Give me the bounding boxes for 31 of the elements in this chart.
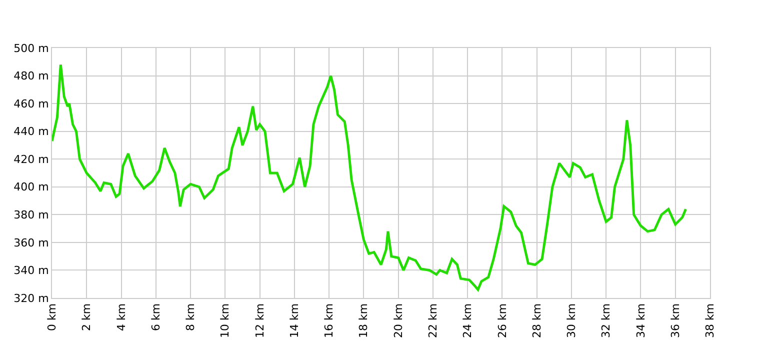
y-tick-label: 420 m (14, 152, 49, 166)
y-tick-label: 340 m (14, 264, 49, 278)
x-tick-label: 12 km (253, 303, 266, 338)
x-tick-label: 20 km (392, 303, 405, 338)
x-tick-label: 2 km (80, 303, 94, 331)
y-tick-label: 380 m (14, 208, 49, 222)
y-tick-label: 320 m (14, 292, 49, 305)
x-tick-label: 18 km (357, 303, 370, 338)
x-tick-label: 8 km (184, 303, 198, 331)
x-tick-label: 32 km (600, 303, 613, 338)
y-tick-label: 400 m (14, 180, 49, 194)
x-tick-label: 24 km (461, 303, 474, 338)
x-tick-label: 36 km (668, 303, 682, 338)
x-tick-label: 34 km (634, 303, 648, 338)
x-tick-label: 14 km (288, 303, 301, 338)
x-tick-label: 38 km (704, 303, 717, 338)
x-tick-label: 26 km (496, 303, 509, 338)
x-tick-label: 0 km (46, 303, 59, 331)
y-tick-label: 360 m (14, 236, 49, 250)
y-tick-label: 480 m (14, 70, 49, 83)
x-tick-label: 16 km (322, 303, 336, 338)
x-tick-label: 30 km (565, 303, 578, 338)
y-tick-label: 440 m (14, 125, 49, 138)
y-tick-label: 460 m (14, 97, 49, 110)
x-tick-label: 28 km (530, 303, 544, 338)
line-series (52, 63, 688, 291)
x-tick-label: 4 km (114, 303, 128, 331)
x-tick-label: 22 km (426, 303, 440, 338)
x-tick-label: 10 km (218, 303, 232, 338)
y-tick-label: 500 m (14, 42, 49, 55)
x-tick-label: 6 km (149, 303, 162, 331)
